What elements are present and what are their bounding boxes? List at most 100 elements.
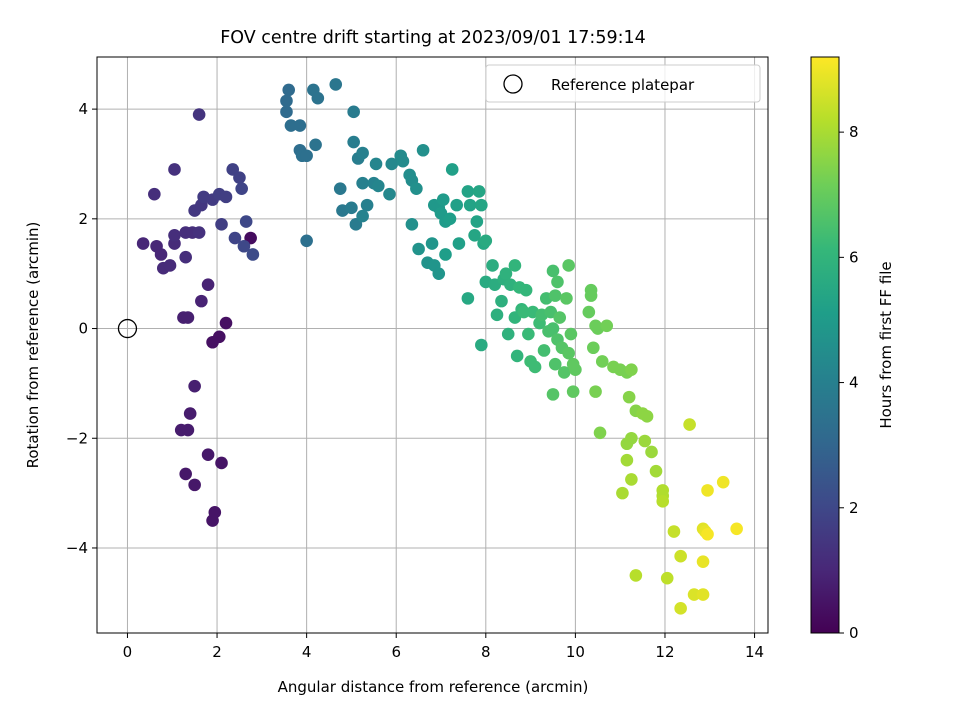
data-point: [701, 527, 714, 541]
x-tick-label: 0: [123, 643, 133, 661]
data-point: [622, 390, 636, 404]
data-point: [206, 514, 219, 527]
data-point: [347, 135, 360, 149]
data-point: [436, 193, 450, 206]
data-point: [537, 344, 551, 357]
data-point: [410, 182, 423, 195]
data-point: [192, 226, 206, 239]
data-point: [188, 379, 201, 393]
colorbar-tick-label: 6: [849, 248, 859, 266]
data-point: [461, 185, 475, 198]
data-point: [546, 322, 560, 335]
colorbar: 0 2 4 6 8 Hours from first FF file: [810, 56, 895, 642]
y-tick-label: 0: [78, 320, 88, 338]
data-point: [645, 445, 658, 459]
data-point: [461, 292, 475, 305]
data-point: [595, 355, 609, 368]
data-point: [416, 143, 430, 157]
data-point: [206, 335, 219, 349]
data-point: [501, 327, 515, 341]
data-point: [309, 138, 322, 152]
data-point: [674, 549, 687, 563]
data-point: [179, 467, 192, 481]
data-point: [519, 283, 533, 297]
data-point: [174, 423, 188, 437]
data-point: [183, 407, 197, 420]
data-point: [472, 185, 486, 198]
data-point: [192, 108, 206, 121]
legend-box: [485, 64, 761, 103]
data-point: [372, 179, 385, 193]
data-point: [383, 187, 396, 201]
data-point: [566, 385, 580, 398]
colorbar-ticks: 0 2 4 6 8: [839, 123, 859, 642]
legend: Reference platepar: [485, 64, 761, 103]
data-point: [233, 171, 246, 184]
data-point: [528, 360, 542, 374]
data-point: [522, 327, 535, 341]
data-point: [148, 187, 161, 201]
data-point: [311, 91, 325, 105]
data-point: [475, 198, 488, 212]
data-point: [587, 341, 600, 355]
data-point: [508, 259, 522, 272]
data-point: [219, 316, 233, 330]
data-point: [412, 242, 425, 256]
data-point: [546, 388, 560, 401]
x-tick-label: 2: [212, 643, 222, 661]
data-point: [557, 366, 571, 379]
data-point: [625, 473, 638, 486]
data-point: [696, 588, 710, 601]
data-point: [468, 228, 481, 242]
data-point: [405, 218, 419, 231]
data-point: [616, 486, 629, 500]
data-point: [701, 484, 714, 497]
y-tick-label: 2: [78, 210, 88, 228]
data-point: [154, 248, 168, 261]
data-point: [730, 522, 743, 536]
data-point: [683, 418, 696, 431]
data-point: [246, 248, 260, 261]
data-point: [201, 448, 215, 462]
data-point: [432, 267, 446, 280]
data-point: [656, 495, 670, 508]
data-point: [479, 234, 493, 248]
data-point: [215, 218, 228, 231]
x-tick-label: 10: [566, 643, 585, 661]
y-tick-label: −4: [66, 539, 88, 557]
legend-marker-open-circle: [503, 74, 523, 94]
data-point: [629, 569, 643, 582]
data-point: [235, 182, 248, 195]
colorbar-gradient: [810, 56, 840, 634]
chart-title: FOV centre drift starting at 2023/09/01 …: [220, 28, 646, 48]
data-point: [510, 349, 524, 363]
colorbar-tick-label: 2: [849, 499, 859, 517]
data-point: [282, 83, 296, 97]
data-point: [548, 289, 562, 302]
data-point: [620, 453, 634, 467]
colorbar-tick-label: 8: [849, 123, 859, 141]
data-point: [195, 294, 208, 308]
data-point: [181, 311, 195, 324]
data-point: [450, 198, 463, 212]
data-point: [463, 198, 477, 212]
data-point: [452, 237, 466, 250]
data-point: [490, 308, 504, 322]
data-point: [215, 456, 228, 470]
reference-platepar-marker: [117, 318, 138, 339]
data-point: [696, 555, 710, 568]
data-point: [553, 311, 567, 324]
data-point: [486, 259, 499, 272]
x-axis-label: Angular distance from reference (arcmin): [278, 678, 589, 696]
data-point: [425, 237, 439, 250]
data-point: [369, 157, 383, 171]
data-point: [470, 215, 484, 228]
data-point: [385, 157, 399, 171]
data-point: [546, 264, 560, 278]
data-point: [660, 571, 674, 585]
data-point: [280, 94, 293, 108]
colorbar-tick-label: 0: [849, 624, 859, 642]
data-point: [347, 105, 360, 119]
data-point: [345, 201, 358, 215]
